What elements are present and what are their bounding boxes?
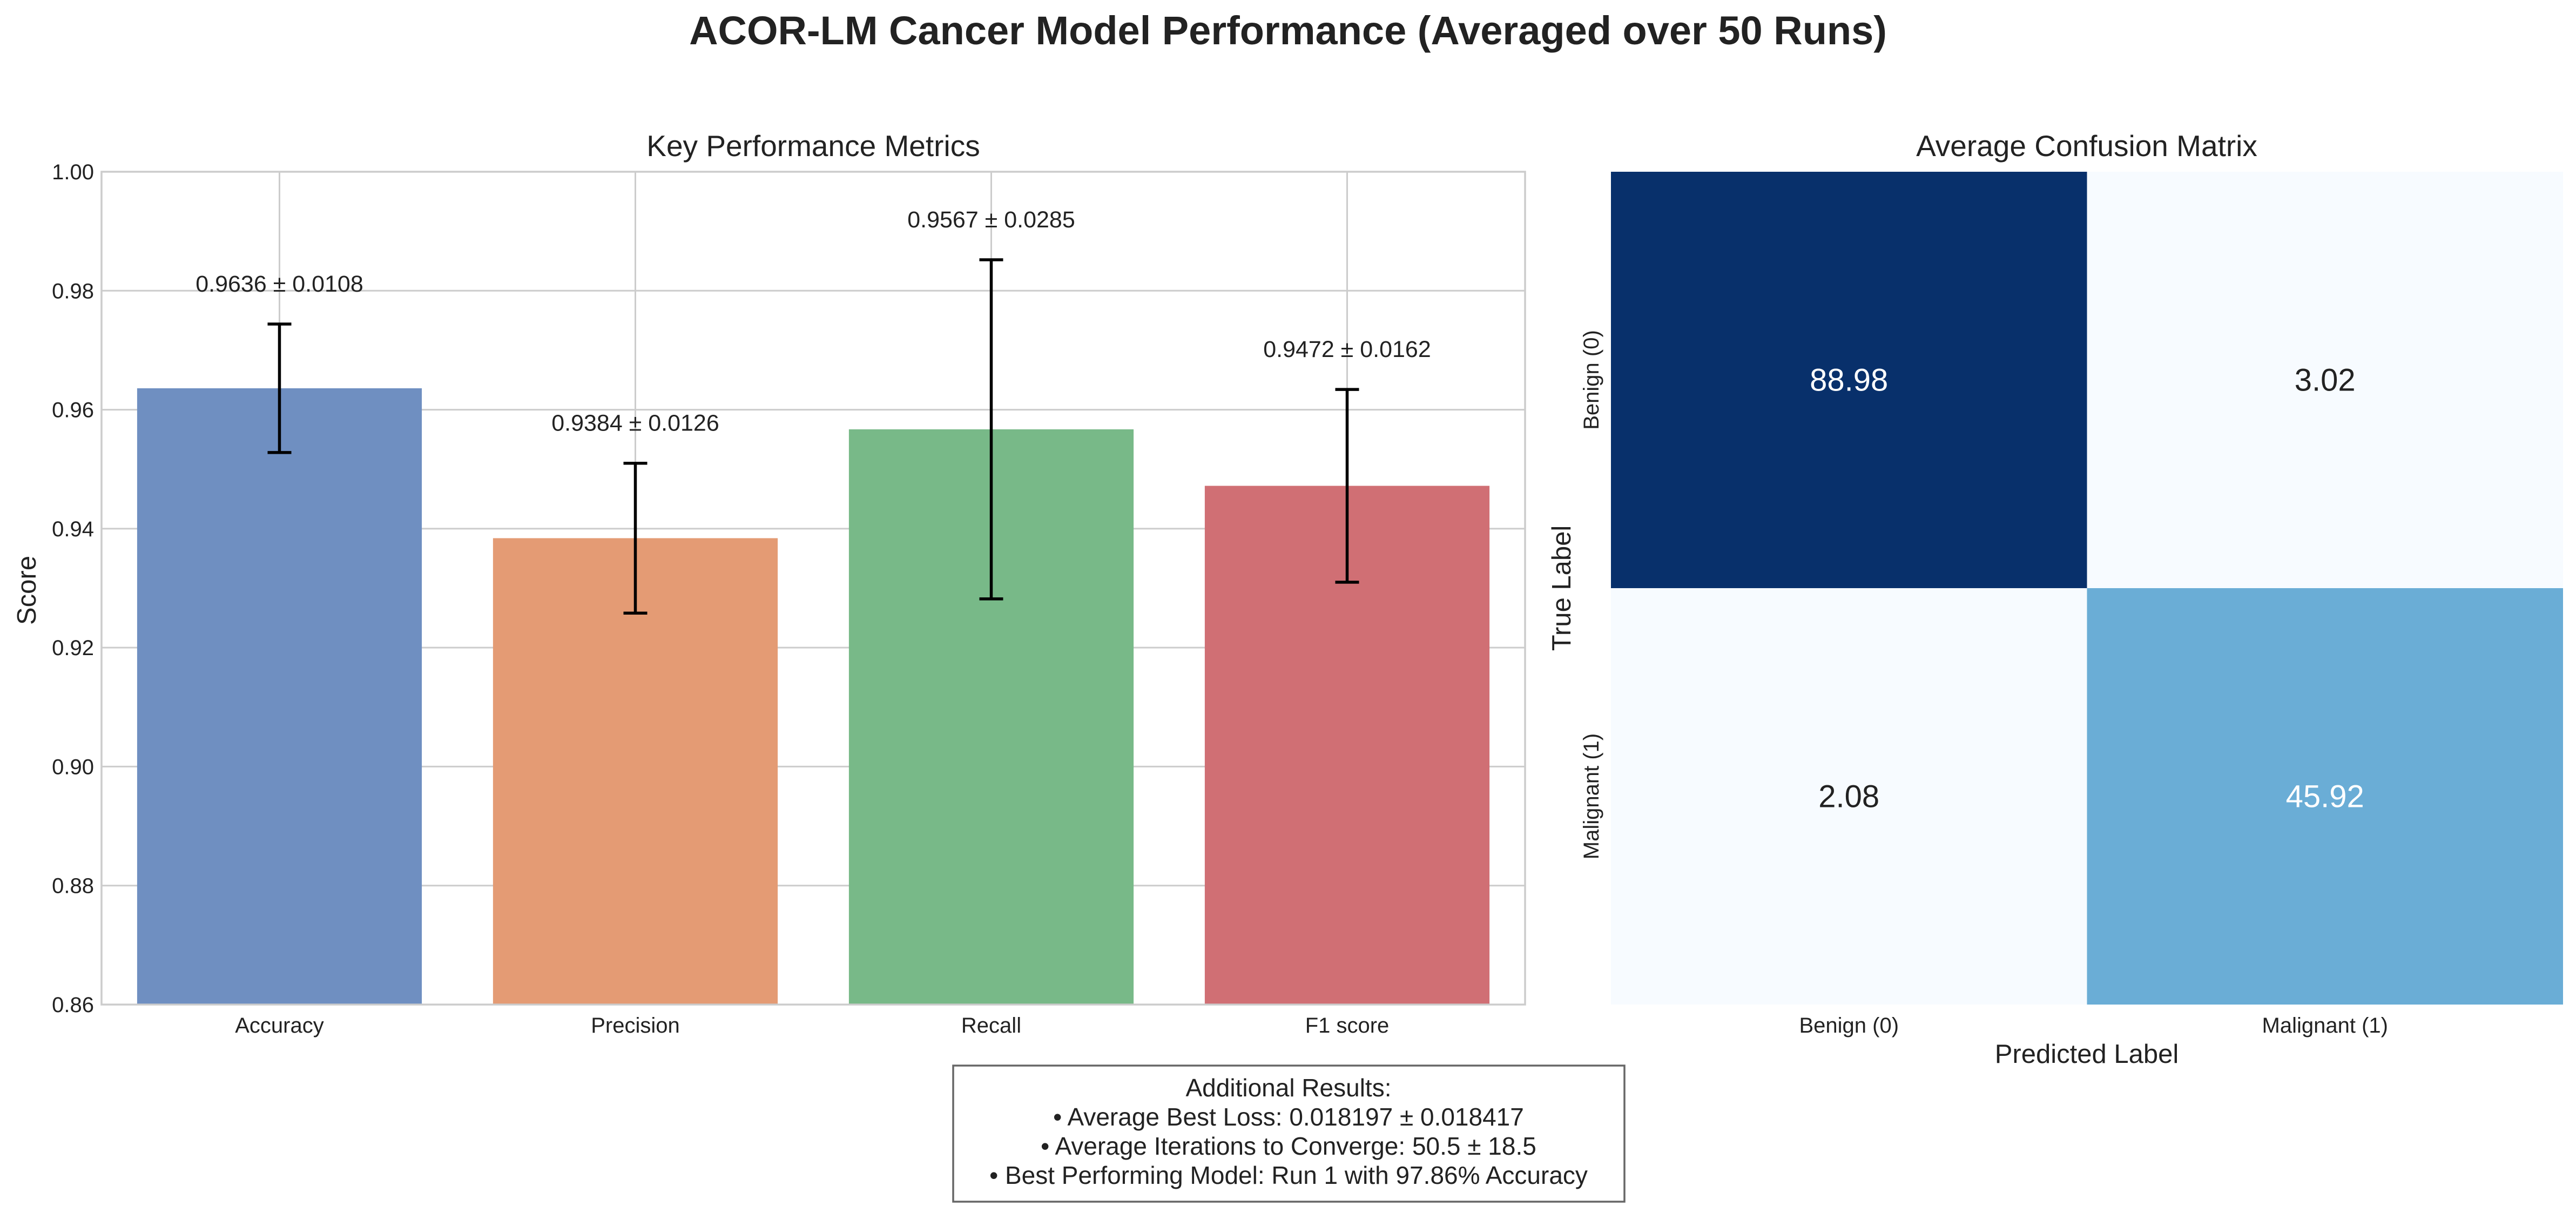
y-tick-labels: 0.86 0.88 0.90 0.92 0.94 0.96 0.98 1.00	[52, 160, 94, 1017]
heatmap-cells	[1611, 172, 2563, 1005]
error-bar	[267, 322, 292, 454]
bar-value-label: 0.9472 ± 0.0162	[1263, 336, 1431, 362]
heatmap-cell-values: 88.98 3.02 2.08 45.92	[1810, 363, 2364, 814]
y-axis-label: True Label	[1547, 525, 1576, 651]
x-axis-label: Predicted Label	[1995, 1040, 2179, 1069]
figure-title: ACOR-LM Cancer Model Performance (Averag…	[689, 8, 1887, 53]
x-tick-label: F1 score	[1305, 1014, 1390, 1037]
bars	[137, 388, 1490, 1005]
bar-value-label: 0.9636 ± 0.0108	[195, 271, 363, 297]
notes-border	[952, 1064, 1626, 1203]
heatmap-cell	[2087, 588, 2563, 1005]
additional-results-box: Additional Results: • Average Best Loss:…	[952, 1064, 1626, 1203]
y-tick-label: 0.94	[52, 517, 94, 541]
y-tick-label: 0.98	[52, 279, 94, 303]
y-tick-label: 1.00	[52, 160, 94, 184]
x-tick-label: Recall	[961, 1014, 1021, 1037]
x-tick-labels: Accuracy Precision Recall F1 score	[235, 1014, 1389, 1037]
confusion-matrix: Average Confusion Matrix 88.98 3.02 2.08 45…	[1547, 129, 2563, 1069]
y-tick-label: 0.92	[52, 636, 94, 660]
bar-chart-title: Key Performance Metrics	[646, 129, 980, 163]
heatmap-cell-value: 3.02	[2295, 363, 2356, 398]
y-axis-label: Score	[12, 556, 42, 625]
bar	[137, 388, 422, 1005]
bar	[493, 538, 778, 1005]
heatmap-cell-value: 88.98	[1810, 363, 1888, 398]
heatmap-cell-value: 2.08	[1818, 779, 1879, 814]
heatmap-cell	[1611, 172, 2087, 588]
error-bar	[1335, 388, 1359, 584]
x-tick-label: Precision	[591, 1014, 680, 1037]
x-tick-label: Malignant (1)	[2262, 1014, 2388, 1037]
notes-line: Additional Results:	[1186, 1074, 1392, 1102]
y-tick-label: Benign (0)	[1580, 330, 1603, 430]
y-tick-label: 0.86	[52, 993, 94, 1017]
y-tick-label: 0.88	[52, 874, 94, 898]
bar-chart-frame	[100, 171, 1526, 1006]
y-tick-labels: Benign (0) Malignant (1)	[1580, 330, 1603, 859]
bar-value-labels: 0.9636 ± 0.0108 0.9384 ± 0.0126 0.9567 ± 0…	[195, 207, 1431, 436]
bar-value-label: 0.9384 ± 0.0126	[551, 410, 719, 436]
bar-chart: Key Performance Metrics Score 0.9636 ± 0…	[12, 129, 1526, 1037]
error-bar	[623, 461, 648, 615]
notes-line: • Best Performing Model: Run 1 with 97.8…	[989, 1161, 1588, 1189]
heatmap-cell	[1611, 588, 2087, 1005]
y-tick-label: 0.96	[52, 399, 94, 422]
notes-line: • Average Iterations to Converge: 50.5 ±…	[1041, 1132, 1536, 1160]
error-bar	[979, 258, 1003, 601]
heatmap-cell	[2087, 172, 2563, 588]
heatmap-cell-value: 45.92	[2286, 779, 2364, 814]
confusion-matrix-title: Average Confusion Matrix	[1916, 129, 2257, 163]
x-tick-label: Accuracy	[235, 1014, 324, 1037]
y-tick-label: 0.90	[52, 755, 94, 779]
notes-line: • Average Best Loss: 0.018197 ± 0.018417	[1053, 1103, 1524, 1131]
bar-value-label: 0.9567 ± 0.0285	[907, 207, 1075, 233]
y-tick-label: Malignant (1)	[1580, 733, 1603, 859]
x-tick-label: Benign (0)	[1799, 1014, 1899, 1037]
x-tick-labels: Benign (0) Malignant (1)	[1799, 1014, 2388, 1037]
error-bars	[267, 258, 1359, 615]
